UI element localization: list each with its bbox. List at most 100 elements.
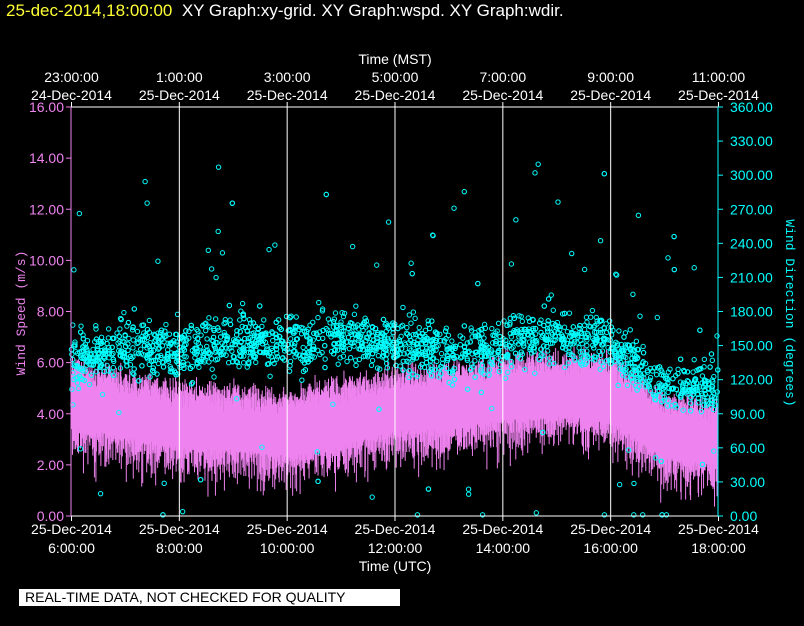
- wind-direction-point: [194, 348, 200, 355]
- wind-direction-point: [466, 348, 472, 355]
- wind-direction-point: [240, 347, 246, 353]
- wind-direction-point: [659, 512, 665, 518]
- wind-direction-point: [532, 170, 538, 176]
- right-tick-label: 360.00: [730, 99, 773, 115]
- wind-direction-point: [266, 246, 272, 253]
- wind-direction-point: [640, 343, 646, 350]
- wind-direction-point: [283, 313, 290, 320]
- wind-direction-point: [411, 339, 417, 346]
- wind-direction-point: [697, 327, 703, 333]
- wind-direction-point: [322, 364, 328, 371]
- wind-direction-point: [461, 323, 468, 329]
- wind-direction-point: [155, 340, 162, 346]
- wind-direction-point: [613, 272, 620, 278]
- wind-direction-point: [535, 161, 541, 167]
- wind-direction-point: [532, 331, 539, 337]
- top-tick-label: 25-Dec-2014: [247, 87, 328, 103]
- wind-direction-point: [264, 346, 270, 352]
- wind-direction-point: [147, 374, 153, 380]
- wind-direction-point: [408, 320, 414, 326]
- wind-direction-point: [334, 347, 341, 353]
- wind-direction-point: [158, 354, 164, 361]
- wind-direction-point: [349, 340, 355, 346]
- wind-direction-point: [442, 328, 449, 334]
- wind-direction-point: [257, 303, 263, 309]
- wind-direction-point: [623, 354, 629, 361]
- wind-direction-point: [423, 359, 430, 366]
- wind-direction-point: [393, 347, 400, 353]
- wind-direction-point: [502, 375, 509, 381]
- wind-direction-point: [421, 364, 428, 370]
- wind-direction-point: [661, 394, 667, 400]
- wind-direction-point: [579, 340, 585, 347]
- wind-direction-point: [272, 242, 278, 248]
- wind-direction-point: [148, 347, 154, 354]
- wind-direction-point: [520, 337, 526, 344]
- wind-direction-point: [144, 326, 151, 333]
- bottom-tick-label: 25-Dec-2014: [570, 521, 651, 537]
- wind-direction-point: [198, 356, 205, 362]
- wind-direction-point: [244, 364, 250, 370]
- top-tick-label: 5:00:00: [372, 69, 419, 85]
- wind-direction-point: [161, 480, 167, 487]
- wind-direction-point: [386, 338, 392, 344]
- wind-direction-point: [658, 372, 665, 378]
- wind-direction-point: [142, 178, 148, 185]
- wind-direction-point: [223, 352, 229, 358]
- wind-direction-point: [433, 343, 440, 350]
- wind-direction-point: [222, 319, 229, 326]
- left-tick-label: 0.00: [37, 508, 64, 524]
- wind-direction-point: [380, 352, 387, 359]
- wind-direction-point: [402, 341, 409, 348]
- wind-direction-point: [711, 448, 717, 454]
- wind-direction-point: [493, 338, 499, 345]
- wind-direction-point: [709, 383, 716, 389]
- wind-direction-point: [472, 374, 478, 380]
- wind-direction-point: [345, 334, 352, 340]
- wind-direction-point: [569, 250, 575, 257]
- right-tick-label: 0.00: [730, 508, 757, 524]
- wind-direction-point: [226, 302, 233, 309]
- wind-direction-point: [617, 351, 624, 357]
- wind-direction-point: [265, 361, 272, 367]
- wind-direction-point: [204, 343, 210, 350]
- wind-direction-point: [432, 337, 439, 344]
- wind-direction-point: [518, 313, 524, 320]
- wind-direction-point: [653, 371, 660, 378]
- wind-direction-point: [274, 335, 280, 341]
- wind-direction-point: [488, 360, 495, 366]
- wind-direction-point: [298, 324, 304, 331]
- wind-direction-point: [181, 347, 188, 353]
- wind-direction-point: [380, 316, 387, 323]
- wind-direction-point: [340, 338, 347, 344]
- wind-direction-point: [93, 323, 99, 329]
- wind-direction-point: [538, 346, 544, 352]
- wind-direction-point: [400, 358, 406, 364]
- wind-direction-point: [457, 355, 464, 361]
- wind-direction-point: [556, 324, 562, 330]
- wind-direction-point: [591, 345, 597, 351]
- right-tick-label: 210.00: [730, 269, 773, 285]
- wind-direction-point: [475, 280, 481, 287]
- left-tick-label: 16.00: [29, 99, 64, 115]
- wind-direction-point: [468, 328, 475, 334]
- wind-direction-point: [665, 389, 671, 396]
- wind-direction-point: [129, 327, 136, 333]
- wind-direction-point: [93, 326, 99, 332]
- wind-direction-point: [144, 200, 150, 206]
- wind-direction-point: [130, 324, 136, 330]
- right-tick-label: 180.00: [730, 304, 773, 320]
- wind-direction-point: [339, 336, 345, 343]
- wind-direction-point: [665, 255, 671, 261]
- wind-direction-point: [438, 371, 444, 377]
- wind-direction-point: [238, 353, 244, 359]
- wind-direction-point: [578, 330, 584, 336]
- wind-direction-point: [576, 325, 582, 332]
- wind-direction-point: [274, 353, 281, 360]
- wind-direction-point: [449, 338, 455, 344]
- wind-direction-point: [75, 385, 82, 392]
- wind-direction-point: [110, 364, 117, 371]
- wind-direction-point: [331, 316, 338, 322]
- wind-direction-point: [79, 349, 85, 355]
- wind-direction-point: [665, 380, 671, 386]
